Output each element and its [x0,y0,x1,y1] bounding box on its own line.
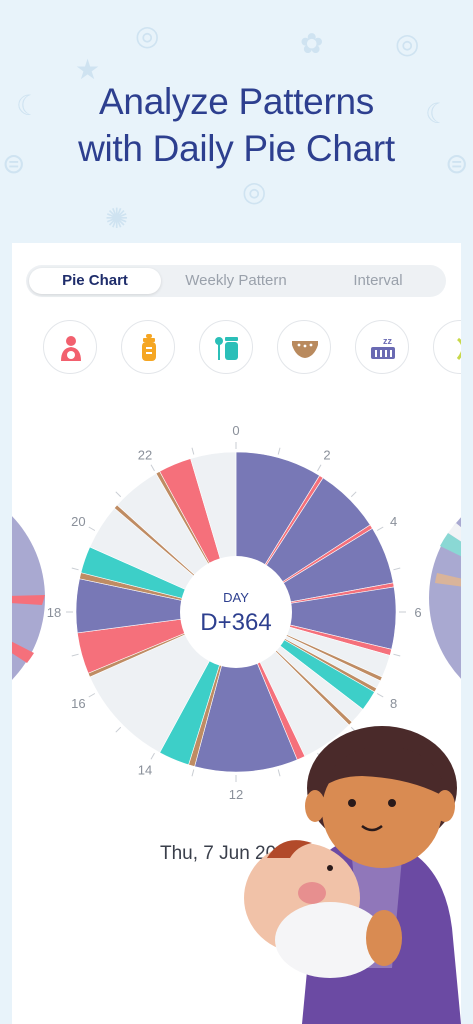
headline: Analyze Patterns with Daily Pie Chart [0,78,473,172]
mother-baby-illustration [244,726,461,1024]
hour-ticks [66,442,406,782]
hour-label: 4 [390,514,397,529]
star-doodle-icon: ★ [75,54,101,85]
hour-tick [115,491,122,498]
previous-day-chart [12,516,45,680]
hour-tick [376,693,384,698]
next-day-chart [429,517,461,679]
hour-tick [317,464,322,472]
hour-label: 18 [47,605,61,620]
hour-tick [191,769,195,777]
moon-doodle-icon: ☾ [425,98,451,129]
hour-tick [71,653,79,657]
hour-label: 6 [414,605,421,620]
hour-tick [350,491,357,498]
category-breastfeeding-button[interactable] [43,320,97,374]
hour-label: 0 [232,423,239,438]
diaper-icon [292,341,318,358]
hour-label: 14 [138,763,152,778]
hour-tick [115,726,122,733]
svg-text:zz: zz [383,336,393,346]
phone-screen: Pie Chart Weekly Pattern Interval [12,243,461,1024]
sleep-icon: zz [371,336,395,359]
baby-food-icon [215,337,238,360]
bottle-icon [142,334,156,361]
hour-label: 20 [71,514,85,529]
hour-tick [376,526,384,531]
ball-doodle-icon: ⊜ [445,148,469,179]
hour-tick [277,769,281,777]
center-day-count: D+364 [200,609,271,636]
category-diaper-button[interactable] [277,320,331,374]
flower-doodle-icon: ✿ [300,28,324,59]
headline-line-2: with Daily Pie Chart [78,128,395,169]
hour-tick [150,752,155,760]
hour-label: 22 [138,447,152,462]
moon-doodle-icon: ☾ [16,90,42,121]
tab-weekly-pattern[interactable]: Weekly Pattern [185,272,287,289]
hour-tick [88,693,96,698]
hour-tick [150,464,155,472]
more-category-icon [456,337,461,360]
hour-label: 12 [229,787,243,802]
hour-tick [191,447,195,455]
hour-tick [71,567,79,571]
rattle-doodle-icon: ◎ [242,176,267,207]
hour-tick [393,567,401,571]
tab-pie-chart[interactable]: Pie Chart [29,268,161,294]
headline-line-1: Analyze Patterns [99,81,374,122]
hour-tick [393,653,401,657]
balloon-doodle-icon: ◎ [395,28,420,59]
category-bottle-button[interactable] [121,320,175,374]
hour-label: 16 [71,696,85,711]
breastfeeding-icon [61,336,81,361]
hour-label: 2 [323,447,330,462]
ball-doodle-icon: ⊜ [2,148,26,179]
pie-center-disc [180,556,292,668]
hour-tick [277,447,281,455]
hour-label: 8 [390,696,397,711]
gear-doodle-icon: ✺ [105,203,129,234]
view-tabs: Pie Chart Weekly Pattern Interval [26,265,446,297]
date-label: Thu, 7 Jun 20 [160,843,277,864]
pie-segment-sleep [194,611,298,773]
tab-interval[interactable]: Interval [353,272,403,289]
category-baby-food-button[interactable] [199,320,253,374]
hour-tick [88,526,96,531]
category-sleep-button[interactable]: zz [355,320,409,374]
center-caption: DAY [223,590,249,605]
balloon-doodle-icon: ◎ [135,20,160,51]
